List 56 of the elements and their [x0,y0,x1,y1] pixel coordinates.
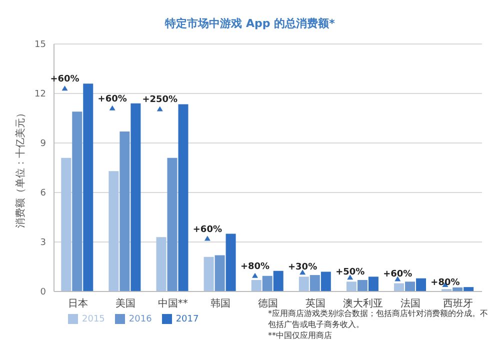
y-axis-title: 消费额（单位：十亿美元） [14,108,27,228]
bar [130,103,141,292]
annotation: +30% [288,262,318,273]
annotation: +80% [430,278,460,288]
y-tick-label: 3 [40,238,46,248]
annotation: +250% [142,95,178,106]
y-tick-label: 15 [34,40,46,50]
bar [368,276,378,292]
legend-label: 2017 [176,314,199,324]
bar [346,282,356,292]
x-tick-label: 法国 [400,298,421,310]
bar [262,276,272,292]
annotation: +60% [192,224,222,235]
x-tick-label: 日本 [68,298,88,310]
bar [394,283,404,292]
x-tick-label: 西班牙 [443,298,474,310]
annotation: +60% [98,94,127,104]
bar [214,255,225,292]
legend-label: 2016 [128,314,152,324]
x-tick-label: 澳大利亚 [343,298,384,310]
bar [416,278,426,292]
bar [310,275,320,292]
bar [120,131,130,292]
y-tick-label: 0 [40,288,46,298]
bar [226,234,236,292]
annotation: +60% [50,74,80,85]
bar [167,158,178,292]
bar [204,256,214,292]
bar [72,112,82,292]
bar [156,237,166,292]
x-tick-label: 德国 [258,298,278,310]
annotation: +80% [240,262,270,272]
bar [464,287,474,292]
bar [405,282,416,292]
x-tick-label: 美国 [115,298,136,310]
x-tick-label: 中国** [158,298,188,310]
y-tick-label: 9 [40,139,46,150]
annotation: +60% [383,269,412,280]
bar [108,171,119,292]
x-tick-label: 英国 [306,298,326,310]
annotation: +50% [336,268,365,278]
bar [357,280,368,292]
text: *应用商店游戏类别综合数据；包括商店针对消费额的分成。不包括广告或电子商务收入。 [268,308,488,330]
chart-title: 特定市场中游戏 App 的总消费额* [164,16,336,31]
bar [83,84,94,292]
y-tick-label: 12 [34,90,46,100]
bar [320,272,331,292]
y-tick-label: 6 [40,188,46,199]
legend-label: 2015 [82,314,105,324]
x-tick-label: 韩国 [210,298,230,310]
text: **中国仅应用商店 [268,330,333,341]
bar [251,280,262,292]
bar [273,270,284,292]
bar [298,276,309,292]
bar [61,158,72,292]
bar [178,104,188,292]
